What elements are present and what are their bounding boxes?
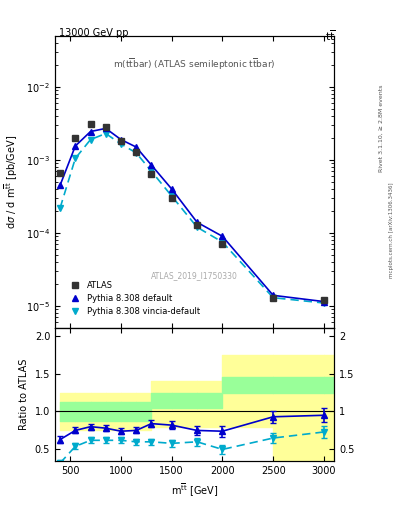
Line: Pythia 8.308 default: Pythia 8.308 default bbox=[57, 125, 327, 305]
ATLAS bbox=[149, 170, 154, 177]
Text: m(t$\overline{\rm t}$bar) (ATLAS semileptonic t$\overline{\rm t}$bar): m(t$\overline{\rm t}$bar) (ATLAS semilep… bbox=[113, 56, 276, 72]
Pythia 8.308 vincia-default bbox=[195, 224, 199, 230]
Pythia 8.308 vincia-default bbox=[103, 131, 108, 137]
ATLAS bbox=[134, 148, 139, 155]
ATLAS bbox=[88, 121, 93, 127]
Legend: ATLAS, Pythia 8.308 default, Pythia 8.308 vincia-default: ATLAS, Pythia 8.308 default, Pythia 8.30… bbox=[63, 278, 204, 319]
Pythia 8.308 vincia-default bbox=[58, 205, 62, 211]
X-axis label: m$^{\overline{\rm t}\rm t}$ [GeV]: m$^{\overline{\rm t}\rm t}$ [GeV] bbox=[171, 481, 218, 499]
ATLAS bbox=[271, 294, 275, 301]
Pythia 8.308 default bbox=[271, 292, 275, 298]
ATLAS bbox=[103, 124, 108, 131]
ATLAS bbox=[195, 222, 199, 228]
Pythia 8.308 default bbox=[169, 186, 174, 192]
ATLAS bbox=[169, 195, 174, 201]
ATLAS bbox=[321, 297, 326, 303]
Line: Pythia 8.308 vincia-default: Pythia 8.308 vincia-default bbox=[57, 130, 327, 307]
Pythia 8.308 default bbox=[58, 182, 62, 188]
Text: Rivet 3.1.10, ≥ 2.8M events: Rivet 3.1.10, ≥ 2.8M events bbox=[379, 84, 384, 172]
Pythia 8.308 vincia-default bbox=[149, 168, 154, 174]
Pythia 8.308 vincia-default bbox=[321, 300, 326, 306]
Pythia 8.308 vincia-default bbox=[271, 294, 275, 301]
ATLAS bbox=[58, 169, 62, 176]
Pythia 8.308 vincia-default bbox=[88, 137, 93, 143]
Pythia 8.308 default bbox=[321, 298, 326, 305]
Pythia 8.308 default bbox=[134, 144, 139, 150]
Y-axis label: Ratio to ATLAS: Ratio to ATLAS bbox=[19, 359, 29, 430]
Pythia 8.308 default bbox=[119, 137, 123, 143]
Pythia 8.308 default bbox=[195, 219, 199, 225]
Pythia 8.308 vincia-default bbox=[73, 155, 78, 161]
Pythia 8.308 default bbox=[88, 129, 93, 135]
Line: ATLAS: ATLAS bbox=[57, 120, 327, 304]
ATLAS bbox=[220, 241, 225, 247]
Pythia 8.308 vincia-default bbox=[119, 141, 123, 147]
Pythia 8.308 vincia-default bbox=[134, 150, 139, 156]
Pythia 8.308 vincia-default bbox=[220, 239, 225, 245]
Pythia 8.308 default bbox=[220, 233, 225, 240]
Y-axis label: d$\sigma$ / d m$^{\overline{\rm t}\rm t}$ [pb/GeV]: d$\sigma$ / d m$^{\overline{\rm t}\rm t}… bbox=[3, 135, 20, 229]
Pythia 8.308 default bbox=[73, 143, 78, 149]
Pythia 8.308 vincia-default bbox=[169, 193, 174, 199]
ATLAS bbox=[73, 135, 78, 141]
Text: mcplots.cern.ch [arXiv:1306.3436]: mcplots.cern.ch [arXiv:1306.3436] bbox=[389, 183, 393, 278]
Text: 13000 GeV pp: 13000 GeV pp bbox=[59, 28, 129, 38]
Text: ATLAS_2019_I1750330: ATLAS_2019_I1750330 bbox=[151, 271, 238, 280]
Pythia 8.308 default bbox=[149, 162, 154, 168]
Pythia 8.308 default bbox=[103, 125, 108, 132]
ATLAS bbox=[119, 138, 123, 144]
Text: $\rm t\overline{t}$: $\rm t\overline{t}$ bbox=[325, 28, 336, 43]
